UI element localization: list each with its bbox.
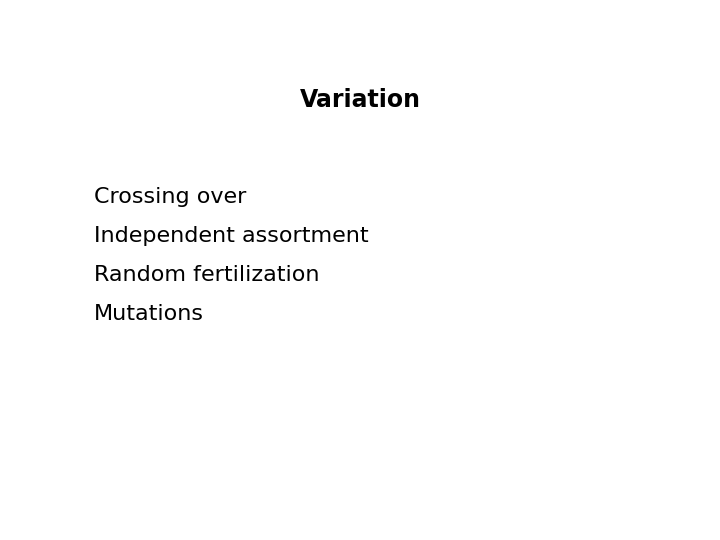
Text: Independent assortment: Independent assortment xyxy=(94,226,368,246)
Text: Variation: Variation xyxy=(300,88,420,112)
Text: Crossing over: Crossing over xyxy=(94,187,246,207)
Text: Random fertilization: Random fertilization xyxy=(94,265,319,285)
Text: Mutations: Mutations xyxy=(94,303,204,324)
